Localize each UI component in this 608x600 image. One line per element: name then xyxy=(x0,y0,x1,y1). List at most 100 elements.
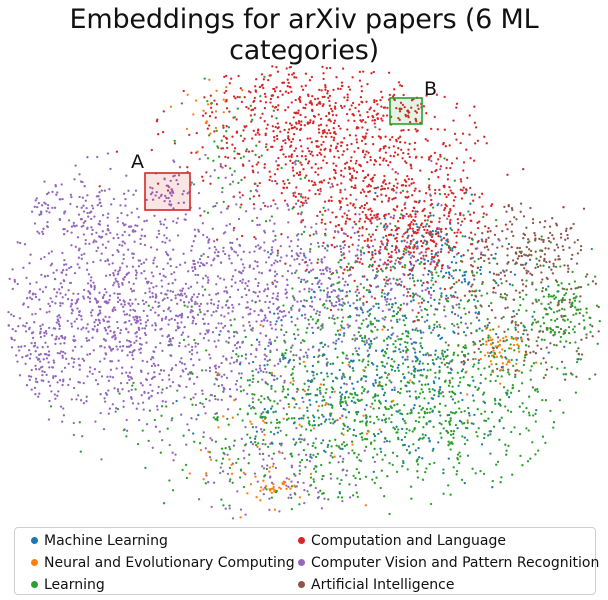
scatter-point xyxy=(190,244,194,248)
scatter-point xyxy=(431,449,434,452)
scatter-point xyxy=(330,182,334,186)
scatter-point xyxy=(468,133,471,136)
scatter-point xyxy=(395,106,398,110)
scatter-point xyxy=(362,414,365,417)
scatter-point xyxy=(331,113,335,117)
scatter-point xyxy=(321,213,324,216)
scatter-point xyxy=(94,378,98,382)
scatter-point xyxy=(104,353,108,356)
scatter-point xyxy=(389,337,392,340)
scatter-point xyxy=(226,453,229,456)
scatter-point xyxy=(458,419,462,423)
scatter-point xyxy=(183,363,186,366)
scatter-point xyxy=(161,388,164,391)
scatter-point xyxy=(89,311,93,314)
scatter-point xyxy=(316,326,319,330)
scatter-point xyxy=(566,237,569,240)
scatter-point xyxy=(338,201,342,204)
scatter-point xyxy=(440,238,443,241)
scatter-point xyxy=(120,303,123,306)
scatter-point xyxy=(496,262,499,265)
scatter-point xyxy=(393,369,397,373)
scatter-point xyxy=(428,390,431,393)
scatter-point xyxy=(134,224,137,227)
scatter-point xyxy=(43,334,46,338)
scatter-point xyxy=(500,282,503,285)
scatter-point xyxy=(192,432,195,435)
scatter-point xyxy=(59,304,62,307)
scatter-point xyxy=(88,297,92,300)
scatter-point xyxy=(299,195,303,198)
scatter-point xyxy=(402,460,405,463)
scatter-point xyxy=(271,465,275,468)
scatter-point xyxy=(439,357,442,360)
scatter-point xyxy=(367,324,370,327)
scatter-point xyxy=(158,304,161,308)
scatter-point xyxy=(106,375,109,378)
scatter-point xyxy=(381,387,384,391)
scatter-point xyxy=(367,430,371,433)
scatter-point xyxy=(308,250,312,253)
scatter-point xyxy=(324,88,327,91)
scatter-point xyxy=(96,155,99,159)
scatter-point xyxy=(198,304,201,308)
scatter-point xyxy=(229,318,232,322)
scatter-point xyxy=(227,205,230,208)
scatter-point xyxy=(397,338,400,341)
scatter-point xyxy=(255,443,258,447)
scatter-point xyxy=(101,230,104,233)
scatter-point xyxy=(492,278,495,282)
scatter-point xyxy=(253,106,257,110)
scatter-point xyxy=(213,99,216,102)
scatter-point xyxy=(449,417,452,420)
scatter-point xyxy=(190,353,194,356)
scatter-point xyxy=(199,448,203,452)
scatter-point xyxy=(229,183,232,186)
scatter-point xyxy=(199,302,203,306)
scatter-point xyxy=(534,234,537,237)
scatter-point xyxy=(416,294,419,297)
scatter-point xyxy=(58,288,61,291)
scatter-point xyxy=(387,71,391,74)
scatter-point xyxy=(400,337,403,341)
scatter-point xyxy=(274,426,277,429)
scatter-point xyxy=(234,251,238,254)
scatter-point xyxy=(178,294,182,297)
scatter-point xyxy=(190,151,193,154)
scatter-point xyxy=(169,289,172,293)
scatter-point xyxy=(108,346,112,349)
scatter-point xyxy=(322,179,326,182)
scatter-point xyxy=(367,360,370,363)
scatter-point xyxy=(524,353,527,357)
scatter-point xyxy=(464,334,467,337)
scatter-point xyxy=(366,128,369,131)
scatter-point xyxy=(92,349,95,352)
scatter-point xyxy=(372,407,375,410)
scatter-point xyxy=(363,437,367,441)
scatter-point xyxy=(242,389,245,392)
scatter-point xyxy=(46,274,50,278)
scatter-point xyxy=(322,345,325,349)
scatter-point xyxy=(371,135,374,139)
scatter-point xyxy=(414,351,417,354)
scatter-point xyxy=(310,141,313,144)
scatter-point xyxy=(422,353,425,357)
scatter-point xyxy=(332,127,335,130)
scatter-point xyxy=(216,419,219,422)
scatter-point xyxy=(112,272,115,275)
scatter-point xyxy=(208,455,212,459)
scatter-point xyxy=(358,477,362,481)
scatter-point xyxy=(78,266,81,269)
scatter-point xyxy=(41,323,44,326)
scatter-point xyxy=(136,224,139,228)
scatter-point xyxy=(293,417,296,420)
scatter-point xyxy=(287,73,291,76)
scatter-point xyxy=(531,302,534,305)
scatter-point xyxy=(451,398,455,401)
scatter-point xyxy=(321,404,324,407)
scatter-point xyxy=(434,371,437,375)
scatter-point xyxy=(556,246,560,249)
scatter-point xyxy=(361,339,364,343)
scatter-point xyxy=(428,439,431,442)
scatter-point xyxy=(152,362,156,365)
